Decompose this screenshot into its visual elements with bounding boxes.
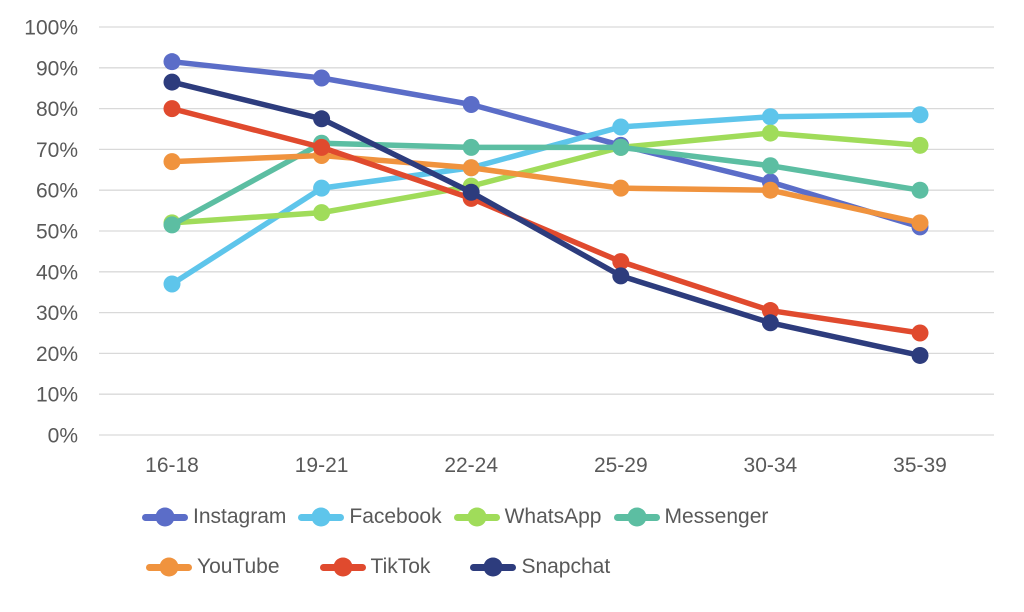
series-line-whatsapp [169,130,923,226]
data-point-tiktok-19-21 [313,138,331,156]
data-point-snapchat-22-24 [462,183,480,201]
legend-label: TikTok [370,555,431,578]
x-axis-tick-label: 25-29 [594,454,648,477]
legend-label: YouTube [197,555,280,578]
x-axis-labels: 16-18 19-21 22-24 25-29 30-34 35-39 [145,454,947,477]
y-axis-tick-label: 60% [36,180,78,203]
series-instagram [163,53,929,236]
legend-dot-icon [483,557,503,577]
data-point-messenger-16-18 [163,216,181,234]
data-point-facebook-35-39 [911,106,929,124]
legend-line-marker-icon [319,557,366,577]
data-point-youtube-22-24 [462,159,480,177]
legend-line-marker-icon [470,557,517,577]
legend-item-facebook: Facebook [298,505,442,529]
y-axis-tick-label: 30% [36,302,78,325]
x-axis-tick-label: 35-39 [893,454,947,477]
data-point-snapchat-25-29 [612,267,630,285]
legend-label: Facebook [349,505,442,528]
x-axis-tick-label: 30-34 [744,454,798,477]
chart-legend: Instagram Facebook WhatsApp Messenger YouTu… [0,505,1024,579]
data-point-facebook-30-34 [761,108,779,126]
legend-label: Messenger [664,505,769,528]
data-point-instagram-19-21 [313,69,331,87]
legend-line-marker-icon [142,507,188,527]
y-axis-tick-label: 40% [36,261,78,284]
data-point-messenger-30-34 [761,157,779,175]
data-point-youtube-35-39 [911,214,929,232]
line-chart: 0% 10% 20% 30% 40% 50% 60% 70% 80% 90% 100% 16-18 19… [24,17,994,477]
legend-item-whatsapp: WhatsApp [453,505,602,529]
legend-line-marker-icon [453,507,500,527]
data-point-facebook-25-29 [612,118,630,136]
legend-dot-icon [159,557,179,577]
data-point-tiktok-25-29 [612,253,630,271]
legend-item-snapchat: Snapchat [470,555,610,579]
series-line-tiktok [169,105,923,336]
series-line-instagram [169,58,923,230]
legend-item-youtube: YouTube [146,555,280,579]
data-point-facebook-19-21 [313,179,331,197]
legend-dot-icon [155,507,175,527]
legend-label: Snapchat [521,555,611,578]
legend-dot-icon [467,507,487,527]
data-point-youtube-25-29 [612,179,630,197]
data-point-messenger-22-24 [462,138,480,156]
x-axis-tick-label: 22-24 [444,454,498,477]
y-axis-labels: 0% 10% 20% 30% 40% 50% 60% 70% 80% 90% 100% [24,17,78,448]
data-point-facebook-16-18 [163,275,181,293]
legend-row-2: YouTube TikTok Snapchat [0,555,1024,579]
data-point-instagram-22-24 [462,96,480,114]
data-point-tiktok-30-34 [761,302,779,320]
data-point-whatsapp-19-21 [313,204,331,222]
y-axis-tick-label: 0% [48,425,78,448]
legend-line-marker-icon [298,507,345,527]
x-axis-tick-label: 19-21 [295,454,349,477]
y-axis-tick-label: 10% [36,384,78,407]
legend-row-1: Instagram Facebook WhatsApp Messenger [0,505,1024,529]
data-point-whatsapp-35-39 [911,136,929,154]
legend-item-messenger: Messenger [613,505,769,529]
y-axis-tick-label: 100% [24,17,78,40]
data-point-messenger-35-39 [911,181,929,199]
y-axis-tick-label: 20% [36,343,78,366]
data-point-instagram-16-18 [163,53,181,71]
legend-line-marker-icon [613,507,660,527]
data-point-snapchat-30-34 [761,314,779,332]
data-point-snapchat-35-39 [911,346,929,364]
y-axis-tick-label: 50% [36,221,78,244]
legend-dot-icon [311,507,331,527]
data-point-snapchat-16-18 [163,73,181,91]
data-point-whatsapp-30-34 [761,124,779,142]
series-line-youtube [169,152,923,226]
legend-item-instagram: Instagram [142,505,286,529]
y-axis-tick-label: 90% [36,57,78,80]
data-point-snapchat-19-21 [313,110,331,128]
legend-line-marker-icon [146,557,192,577]
data-point-tiktok-16-18 [163,100,181,118]
legend-dot-icon [627,507,646,527]
series-line-snapchat [169,79,923,359]
data-point-youtube-30-34 [761,181,779,199]
x-axis-tick-label: 16-18 [145,454,199,477]
data-point-messenger-25-29 [612,138,630,156]
legend-label: WhatsApp [504,505,602,528]
series-snapchat [163,73,929,364]
legend-dot-icon [333,557,353,577]
legend-item-tiktok: TikTok [319,555,431,579]
legend-label: Instagram [193,505,287,528]
y-axis-tick-label: 70% [36,139,78,162]
data-point-tiktok-35-39 [911,324,929,342]
y-axis-tick-label: 80% [36,98,78,121]
data-point-youtube-16-18 [163,153,181,171]
